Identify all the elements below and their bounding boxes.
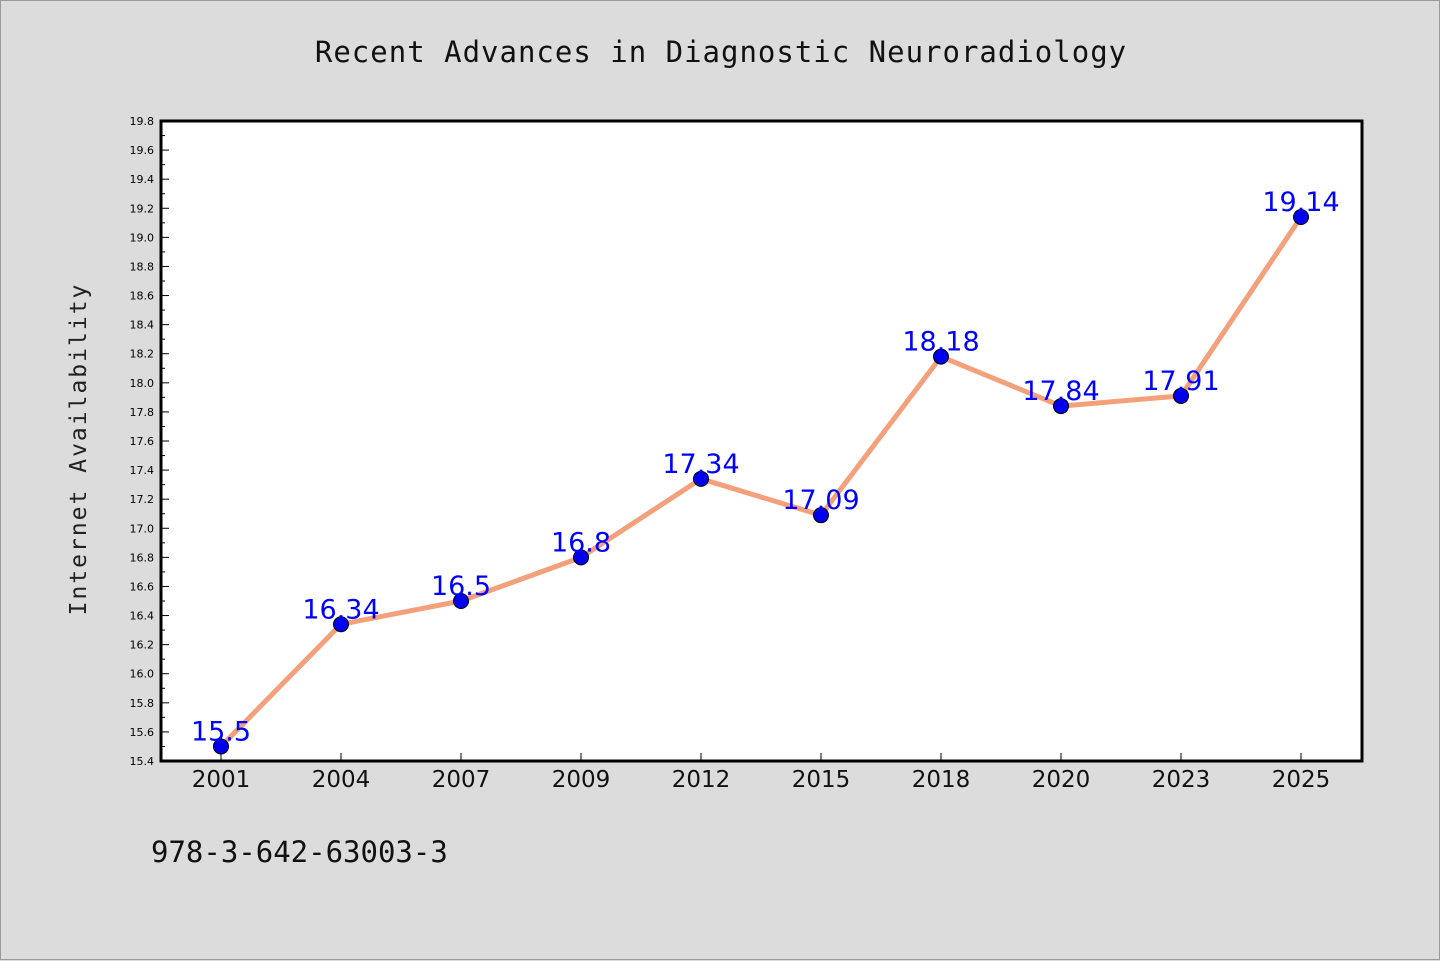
data-point-marker bbox=[333, 616, 349, 633]
data-point-marker bbox=[693, 470, 709, 487]
y-tick-label: 19.4 bbox=[130, 173, 155, 186]
y-tick-label: 15.8 bbox=[130, 697, 155, 710]
data-point-marker bbox=[1293, 209, 1309, 225]
plot-area bbox=[159, 119, 1364, 763]
y-tick-label: 18.6 bbox=[130, 290, 155, 303]
y-tick-label: 15.6 bbox=[130, 726, 155, 739]
x-tick-label: 2018 bbox=[912, 767, 971, 793]
series-line bbox=[218, 214, 1304, 749]
y-tick-label: 17.0 bbox=[130, 522, 155, 535]
y-tick-label: 18.2 bbox=[130, 348, 155, 361]
data-label: 17.84 bbox=[1022, 376, 1099, 407]
y-tick-label: 16.4 bbox=[130, 610, 155, 623]
y-tick-label: 19.8 bbox=[130, 115, 155, 128]
y-tick-label: 16.0 bbox=[130, 668, 155, 681]
y-tick-label: 16.6 bbox=[130, 580, 155, 593]
y-tick-label: 15.4 bbox=[130, 755, 155, 768]
isbn-text: 978-3-642-63003-3 bbox=[151, 835, 448, 869]
data-label: 18.18 bbox=[902, 327, 979, 358]
x-tick-label: 2015 bbox=[792, 767, 851, 793]
data-label: 17.09 bbox=[782, 485, 859, 516]
data-point-marker bbox=[453, 593, 469, 609]
y-tick-label: 16.8 bbox=[130, 551, 155, 564]
data-label: 19.14 bbox=[1262, 187, 1339, 218]
data-point-marker bbox=[213, 738, 229, 755]
data-point-marker bbox=[573, 549, 589, 566]
y-tick-label: 17.2 bbox=[130, 493, 155, 506]
x-tick-label: 2004 bbox=[312, 767, 371, 793]
y-tick-label: 16.2 bbox=[130, 639, 155, 652]
y-tick-label: 18.0 bbox=[130, 377, 155, 390]
y-tick-label: 17.4 bbox=[130, 464, 155, 477]
data-point-marker bbox=[813, 507, 829, 524]
y-tick-label: 19.0 bbox=[130, 231, 155, 244]
data-label: 17.91 bbox=[1142, 366, 1219, 397]
data-label: 17.34 bbox=[662, 449, 739, 480]
data-point-marker bbox=[1053, 398, 1069, 415]
y-tick-label: 17.8 bbox=[130, 406, 155, 419]
y-tick-label: 19.2 bbox=[130, 202, 155, 215]
y-tick-label: 18.8 bbox=[130, 260, 155, 273]
chart-title: Recent Advances in Diagnostic Neuroradio… bbox=[314, 35, 1128, 69]
data-label: 15.5 bbox=[191, 716, 251, 747]
data-label: 16.34 bbox=[302, 594, 379, 625]
x-tick-label: 2012 bbox=[672, 767, 731, 793]
x-tick-label: 2025 bbox=[1272, 767, 1331, 793]
y-tick-label: 18.4 bbox=[130, 319, 155, 332]
data-label: 16.5 bbox=[431, 571, 491, 602]
x-tick-label: 2020 bbox=[1032, 767, 1091, 793]
y-tick-label: 19.6 bbox=[130, 144, 155, 157]
data-point-marker bbox=[933, 348, 949, 365]
x-tick-label: 2007 bbox=[432, 767, 491, 793]
y-tick-label: 17.6 bbox=[130, 435, 155, 448]
x-tick-label: 2009 bbox=[552, 767, 611, 793]
x-tick-label: 2023 bbox=[1152, 767, 1211, 793]
data-point-marker bbox=[1173, 387, 1189, 404]
data-label: 16.8 bbox=[551, 527, 611, 558]
x-tick-label: 2001 bbox=[192, 767, 251, 793]
